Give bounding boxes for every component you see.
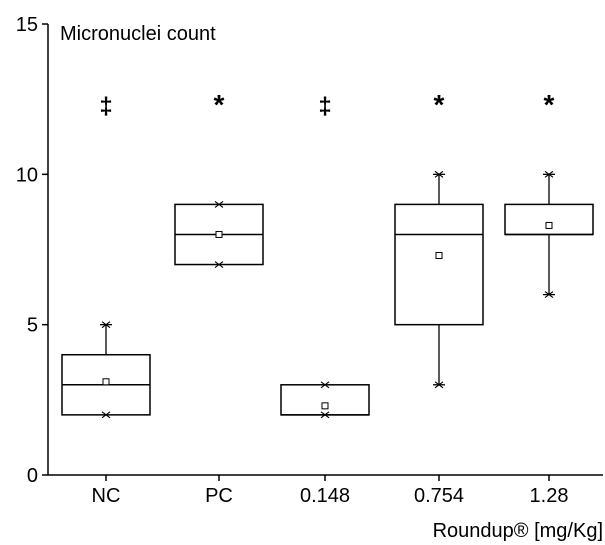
significance-marker: * bbox=[434, 89, 445, 120]
min-marker bbox=[320, 411, 330, 419]
x-tick-label: 0.754 bbox=[414, 485, 464, 507]
y-tick-label: 5 bbox=[27, 315, 38, 337]
boxes bbox=[61, 170, 594, 419]
mean-marker bbox=[102, 378, 110, 386]
box-PC bbox=[174, 200, 264, 268]
max-marker bbox=[434, 170, 444, 178]
y-tick-label: 15 bbox=[16, 14, 38, 36]
x-axis-label: Roundup® [mg/Kg] bbox=[433, 520, 603, 542]
mean-marker bbox=[321, 402, 329, 410]
y-tick-label: 0 bbox=[27, 465, 38, 487]
box-rect bbox=[504, 203, 594, 236]
x-ticks: NC PC 0.148 0.754 1.28 bbox=[92, 475, 569, 507]
mean-marker bbox=[215, 230, 223, 238]
y-ticks: 0 5 10 15 bbox=[16, 14, 48, 487]
max-marker bbox=[544, 170, 554, 178]
significance-marker: ‡ bbox=[318, 93, 331, 120]
mean-marker bbox=[435, 252, 443, 260]
x-tick-label: NC bbox=[92, 485, 121, 507]
y-axis-label: Micronuclei count bbox=[60, 23, 216, 45]
x-tick-label: PC bbox=[205, 485, 233, 507]
significance-marker: ‡ bbox=[99, 93, 112, 120]
max-marker bbox=[214, 200, 224, 208]
min-marker bbox=[101, 411, 111, 419]
box-rect bbox=[280, 384, 370, 416]
min-marker bbox=[214, 261, 224, 268]
box-NC bbox=[61, 321, 151, 419]
significance-marker: * bbox=[544, 89, 555, 120]
x-tick-label: 0.148 bbox=[300, 485, 350, 507]
mean-marker bbox=[545, 221, 553, 229]
box-1.28 bbox=[504, 170, 594, 299]
y-tick-label: 10 bbox=[16, 164, 38, 186]
min-marker bbox=[544, 291, 554, 299]
max-marker bbox=[101, 321, 111, 329]
max-marker bbox=[320, 381, 330, 389]
box-rect bbox=[394, 203, 484, 326]
significance-marker: * bbox=[214, 89, 225, 120]
significance-markers: ‡ * ‡ * * bbox=[99, 89, 554, 120]
x-tick-label: 1.28 bbox=[530, 485, 569, 507]
box-0.148 bbox=[280, 381, 370, 419]
box-0.754 bbox=[394, 170, 484, 389]
min-marker bbox=[434, 381, 444, 389]
